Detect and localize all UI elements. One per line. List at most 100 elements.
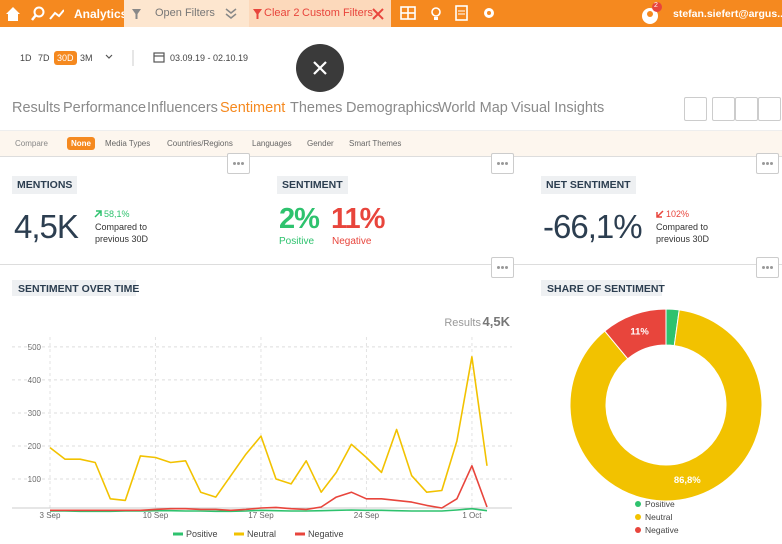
kpi-title: NET SENTIMENT (541, 176, 636, 194)
slice-label: 86,8% (674, 475, 701, 486)
kpi-value: -66,1% (543, 208, 643, 245)
filter-icon (253, 9, 262, 19)
kpi-title: SENTIMENT (277, 176, 348, 194)
y-tick-label: 500 (28, 343, 42, 352)
more-button[interactable] (491, 257, 514, 278)
close-button[interactable] (296, 44, 344, 92)
tab[interactable]: Sentiment (220, 100, 286, 116)
total-label: Results (444, 317, 481, 329)
user-name[interactable]: stefan.siefert@argus... (673, 8, 782, 20)
period-option[interactable]: 30D (54, 51, 77, 65)
up-arrow (94, 210, 102, 218)
top-bar: Analytics Open Filters Clear 2 Custom Fi… (0, 0, 782, 27)
tab[interactable]: World Map (438, 100, 508, 116)
compare-option[interactable]: Languages (252, 139, 292, 148)
tab[interactable]: Results (12, 100, 61, 116)
more-button[interactable] (756, 153, 779, 174)
tab[interactable]: Influencers (147, 100, 218, 116)
more-button[interactable] (756, 257, 779, 278)
divider (0, 264, 782, 265)
period-option[interactable]: 1D (20, 53, 32, 63)
kpi-negative: 11% (331, 203, 385, 235)
date-range[interactable]: 03.09.19 - 02.10.19 (170, 53, 249, 63)
y-tick-label: 100 (28, 475, 42, 484)
legend-marker (635, 501, 641, 507)
compare-option[interactable]: Smart Themes (349, 139, 402, 148)
x-tick-label: 1 Oct (462, 511, 482, 520)
legend-label: Negative (308, 529, 344, 539)
refresh-button[interactable] (684, 97, 707, 121)
period-option[interactable]: 3M (80, 53, 93, 63)
kpi-note: Compared to (95, 222, 148, 232)
x-tick-label: 24 Sep (354, 511, 380, 520)
down-arrow (656, 210, 664, 218)
clear-count[interactable]: Clear 2 (264, 7, 300, 19)
chart-title: SHARE OF SENTIMENT (547, 283, 665, 295)
kpi-positive-label: Positive (279, 236, 315, 247)
tab[interactable]: Themes (290, 100, 343, 116)
y-tick-label: 300 (28, 409, 42, 418)
custom-filters[interactable]: Custom Filters (302, 7, 373, 19)
kpi-title: MENTIONS (12, 176, 78, 194)
chart-title-bg (12, 280, 136, 296)
tab[interactable]: Performance (63, 100, 147, 116)
more-button[interactable] (227, 153, 250, 174)
pie-slice (604, 308, 667, 360)
open-filters[interactable]: Open Filters (155, 7, 215, 19)
chart-title: SENTIMENT OVER TIME (18, 283, 139, 295)
series-line (49, 356, 488, 502)
notification-count: 2 (654, 2, 658, 9)
layout-button[interactable] (712, 97, 735, 121)
compare-option[interactable]: Media Types (105, 139, 151, 148)
kpi-note: previous 30D (656, 234, 710, 244)
series-line (50, 465, 488, 512)
legend-label: Negative (645, 525, 679, 535)
legend-label: Neutral (645, 512, 673, 522)
legend-label: Positive (645, 499, 675, 509)
toolbar-icons[interactable] (400, 4, 500, 23)
chart-title-bg (541, 280, 662, 296)
pie-slice (569, 309, 763, 502)
period-option[interactable]: 7D (38, 53, 50, 63)
compare-bar (0, 130, 782, 157)
pie-slice (665, 308, 680, 347)
compare-option[interactable]: Gender (307, 139, 334, 148)
avatar[interactable] (640, 2, 664, 26)
kpi-value: 4,5K (14, 208, 79, 245)
y-tick-label: 200 (28, 442, 42, 451)
slice-label: 11% (630, 327, 649, 338)
alert-button[interactable] (758, 97, 781, 121)
period-controls[interactable] (104, 50, 174, 66)
legend-marker (635, 527, 641, 533)
x-tick-label: 10 Sep (143, 511, 169, 520)
kpi-note: previous 30D (95, 234, 149, 244)
y-tick-label: 400 (28, 376, 42, 385)
kpi-negative-label: Negative (332, 236, 372, 247)
app-name[interactable]: Analytics (74, 7, 128, 21)
close-filter-icon[interactable] (372, 8, 384, 20)
kpi-change: 102% (666, 209, 690, 219)
compare-option[interactable]: None (67, 137, 95, 150)
legend-label: Neutral (247, 529, 276, 539)
report-button[interactable] (735, 97, 758, 121)
filter-bar (124, 0, 249, 27)
more-button[interactable] (491, 153, 514, 174)
clear-filter-bar[interactable] (249, 0, 391, 27)
kpi-note: Compared to (656, 222, 709, 232)
tab[interactable]: Visual Insights (511, 100, 605, 116)
x-tick-label: 17 Sep (248, 511, 274, 520)
legend-marker (635, 514, 641, 520)
compare-option[interactable]: Countries/Regions (167, 139, 233, 148)
nav-icons[interactable] (4, 5, 64, 23)
filter-icons (132, 8, 237, 19)
tab[interactable]: Demographics (346, 100, 440, 116)
legend-label: Positive (186, 529, 218, 539)
x-tick-label: 3 Sep (40, 511, 61, 520)
kpi-change: 58,1% (104, 209, 130, 219)
series-line (50, 507, 488, 513)
compare-label: Compare (15, 139, 48, 148)
total-value: 4,5K (483, 314, 511, 329)
